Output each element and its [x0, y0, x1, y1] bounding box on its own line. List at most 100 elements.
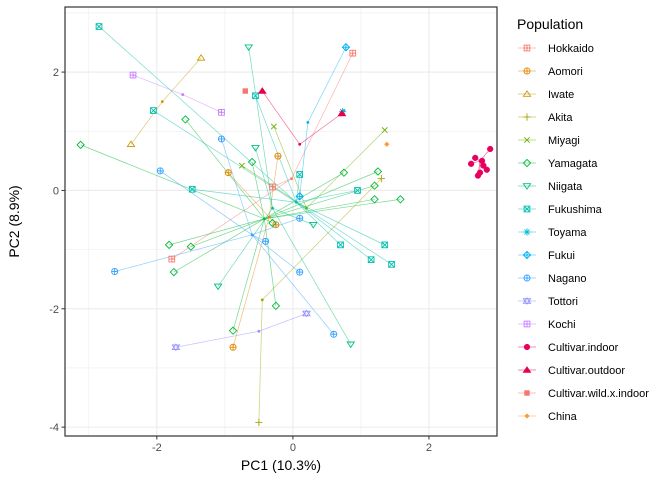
centroid-line-fukushima — [296, 201, 372, 260]
point-yamagata — [339, 168, 349, 177]
legend-key — [522, 183, 532, 190]
centroid-kochi — [181, 93, 185, 96]
legend: Hokkaido Aomori Iwate Akita Miyagi Yamagata Ni… — [518, 43, 649, 423]
centroid-fukui — [306, 120, 310, 124]
legend-key — [524, 413, 530, 419]
centroid-line-hokkaido — [291, 53, 354, 179]
centroid-line-tottori — [258, 313, 307, 332]
legend-item-fukui: Fukui — [518, 250, 575, 262]
point-yamagata — [169, 267, 179, 277]
point-nagano — [111, 267, 119, 276]
centroid-tottori — [257, 329, 261, 333]
legend-label: Nagano — [548, 273, 587, 285]
y-tick-label: -4 — [49, 422, 59, 434]
legend-item-niigata: Niigata — [518, 181, 583, 193]
point-nagano — [330, 330, 338, 338]
centroid-niigata — [271, 206, 274, 210]
point-fukushima — [95, 23, 103, 30]
centroid-line-miyagi — [306, 129, 385, 209]
centroid-line-aomori — [232, 216, 270, 348]
centroid-miyagi — [305, 206, 308, 210]
legend-label: Fukui — [548, 250, 575, 262]
centroid-line-yamagata — [173, 218, 265, 273]
point-aomori — [274, 152, 282, 160]
point-yamagata — [271, 301, 281, 311]
point-fukushima — [296, 171, 304, 178]
x-tick-label: 2 — [426, 442, 432, 454]
grid-lines — [65, 7, 498, 436]
centroid-line-fukui — [307, 47, 347, 123]
plot-border — [64, 6, 498, 437]
point-nagano — [296, 268, 304, 276]
centroid-aomori — [267, 215, 271, 219]
point-hokkaido — [269, 183, 276, 191]
legend-item-cultivar-wild-x-indoor: Cultivar.wild.x.indoor — [518, 388, 649, 400]
legend-key — [522, 250, 532, 260]
point-fukushima — [367, 256, 375, 263]
y-axis-ticks: -4 -2 0 2 — [49, 67, 65, 434]
y-tick-label: 0 — [53, 185, 59, 197]
centroid-line-yamagata — [264, 198, 375, 220]
point-yamagata — [186, 242, 196, 251]
centroid-line-cultivar-outdoor — [299, 113, 343, 145]
legend-label: Cultivar.indoor — [548, 342, 619, 354]
centroid-line-iwate — [162, 57, 202, 102]
legend-key — [522, 297, 532, 305]
legend-key — [523, 320, 531, 328]
point-niigata — [244, 44, 254, 52]
point-cultivar-indoor — [474, 172, 482, 179]
centroid-fukushima — [294, 200, 298, 204]
point-nagano — [296, 214, 304, 222]
centroid-line-yamagata — [232, 218, 265, 331]
centroid-line-kochi — [132, 74, 183, 95]
centroid-line-fukui — [299, 122, 309, 197]
centroid-line-yamagata — [185, 119, 265, 220]
legend-item-hokkaido: Hokkaido — [518, 43, 594, 55]
point-cultivar-outdoor — [337, 109, 347, 117]
centroid-line-yamagata — [190, 218, 265, 247]
point-china — [384, 141, 390, 147]
legend-title: Population — [517, 16, 583, 32]
legend-label: Yamagata — [548, 158, 598, 170]
centroid-line-nagano — [160, 170, 253, 236]
point-kochi — [129, 71, 137, 79]
legend-key — [523, 136, 531, 144]
y-axis-title: PC2 (8.9%) — [6, 185, 22, 257]
point-yamagata — [76, 140, 85, 150]
point-miyagi — [381, 127, 388, 134]
centroid-line-tottori — [175, 330, 259, 348]
point-cultivar-indoor — [472, 154, 479, 162]
centroid-line-nagano — [251, 234, 266, 242]
centroid-line-yamagata — [264, 198, 401, 220]
point-akita — [377, 175, 385, 183]
centroid-line-nagano — [221, 138, 253, 235]
point-hokkaido — [349, 49, 357, 57]
legend-label: Cultivar.outdoor — [548, 365, 625, 377]
legend-item-tottori: Tottori — [518, 296, 578, 308]
point-niigata — [213, 283, 223, 291]
legend-label: Niigata — [548, 181, 583, 193]
point-cultivar-indoor — [483, 166, 490, 173]
legend-label: Hokkaido — [548, 43, 594, 55]
centroid-line-nagano — [251, 234, 300, 273]
point-fukushima — [354, 187, 361, 194]
point-fukushima — [388, 261, 395, 268]
y-tick-label: -2 — [49, 304, 59, 316]
legend-label: Tottori — [548, 296, 578, 308]
point-cultivar-outdoor — [257, 87, 267, 94]
point-fukushima — [381, 241, 389, 249]
legend-key — [523, 205, 531, 213]
centroid-line-fukushima — [296, 190, 358, 203]
centroid-line-niigata — [272, 208, 352, 345]
centroid-nagano — [250, 233, 254, 237]
legend-item-yamagata: Yamagata — [518, 158, 598, 170]
point-aomori — [224, 169, 232, 177]
centroid-iwate — [160, 100, 164, 104]
point-akita — [255, 418, 263, 426]
legend-label: Cultivar.wild.x.indoor — [548, 388, 649, 400]
x-tick-label: 0 — [290, 442, 296, 454]
point-kochi — [218, 108, 225, 116]
centroid-line-nagano — [114, 234, 253, 272]
centroid-line-yamagata — [264, 172, 345, 220]
